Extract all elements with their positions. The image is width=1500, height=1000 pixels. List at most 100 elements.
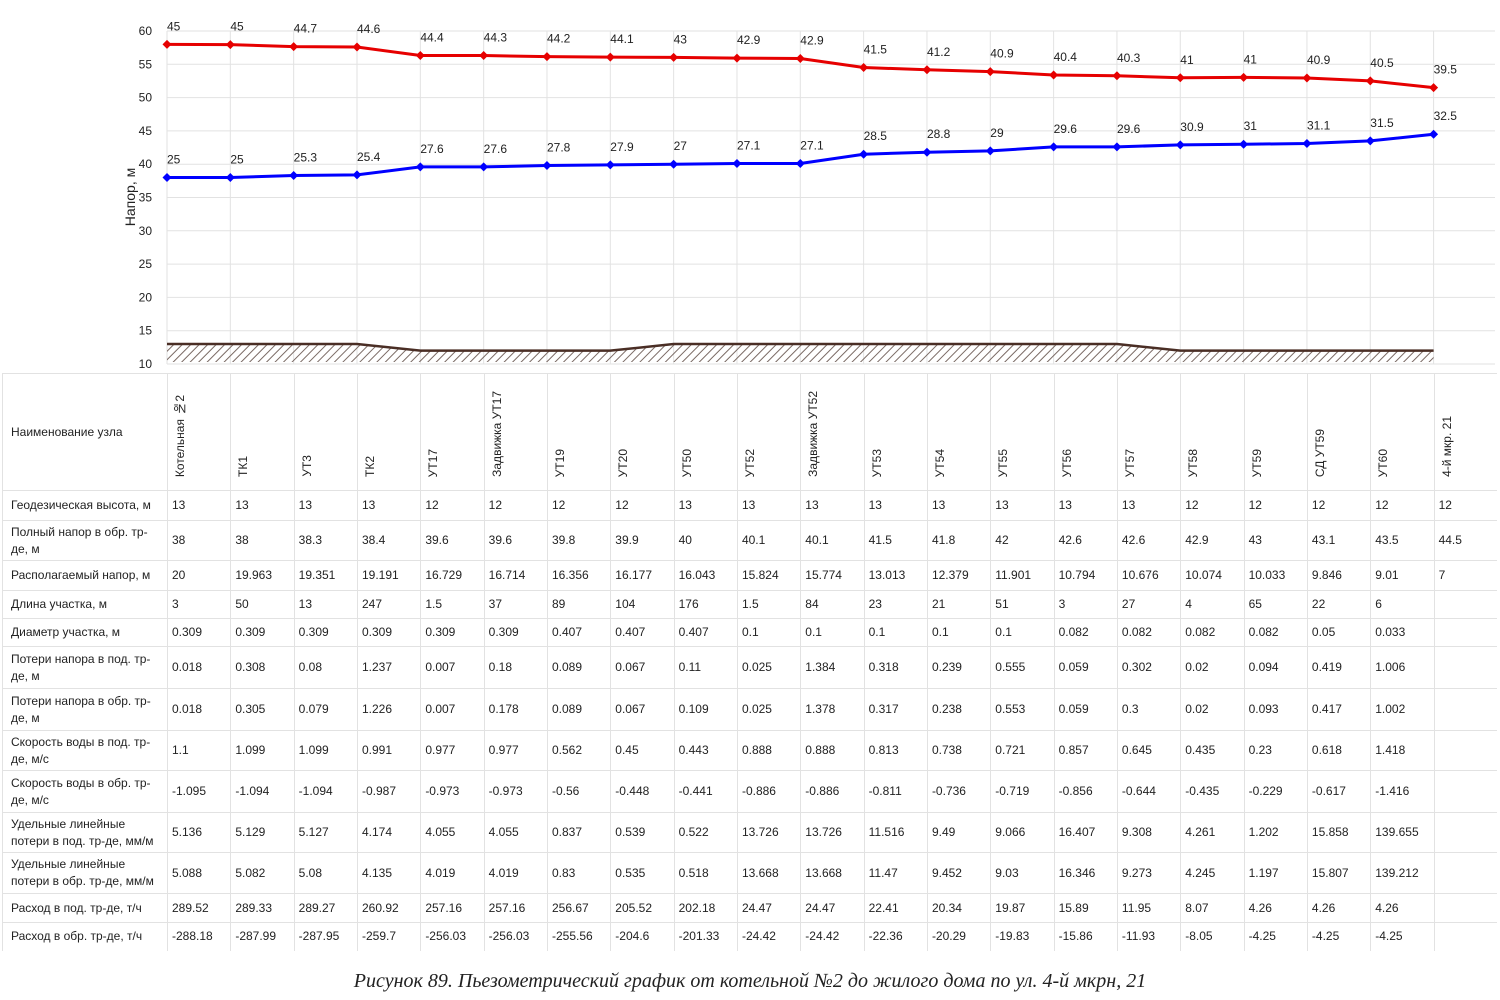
empty-cell — [1433, 646, 1498, 689]
point — [795, 159, 805, 169]
cell: 0.721 — [990, 730, 1055, 771]
cell: 39.9 — [610, 520, 675, 561]
point — [922, 65, 932, 75]
y-tick-label: 55 — [139, 57, 153, 71]
row-label: Располагаемый напор, м — [2, 560, 168, 591]
cell: 13 — [926, 490, 991, 521]
cell: 20 — [166, 560, 231, 591]
point — [225, 173, 235, 183]
cell: 13.013 — [863, 560, 928, 591]
cell: 4.055 — [420, 812, 485, 853]
cell: 5.127 — [293, 812, 358, 853]
cell: 0.305 — [230, 688, 295, 731]
cell: 5.082 — [230, 852, 295, 894]
node-name: УТ55 — [996, 448, 1011, 477]
cell: 0.082 — [1180, 618, 1245, 647]
point — [1239, 139, 1249, 149]
point — [1175, 140, 1185, 150]
table-row: Длина участка, м 3 50 13 247 1.5 37 89 104 176 1.5… — [2, 590, 1498, 619]
cell: 38.3 — [293, 520, 358, 561]
y-tick-label: 35 — [139, 191, 153, 205]
point-label: 44.2 — [547, 32, 571, 46]
cell: 0.977 — [483, 730, 548, 771]
node-name-cell: УТ57 — [1116, 373, 1181, 491]
node-name-cell: СД УТ59 — [1306, 373, 1371, 491]
cell: 43.5 — [1370, 520, 1435, 561]
node-name-cell: УТ58 — [1180, 373, 1245, 491]
node-name: Котельная №2 — [173, 394, 187, 477]
cell: 9.49 — [926, 812, 991, 853]
node-name: УТ60 — [1376, 448, 1391, 477]
point — [1175, 73, 1185, 83]
cell: 0.522 — [673, 812, 738, 853]
cell: 27 — [1116, 590, 1181, 619]
y-tick-label: 10 — [139, 357, 153, 371]
cell: 0.059 — [1053, 646, 1118, 689]
cell: 12 — [1306, 490, 1371, 521]
node-name: УТ58 — [1186, 448, 1201, 477]
cell: 4.26 — [1370, 893, 1435, 923]
cell: 43.1 — [1306, 520, 1371, 561]
point — [225, 40, 235, 50]
cell: 13 — [293, 590, 358, 619]
point — [1429, 129, 1439, 139]
cell: -0.973 — [420, 770, 485, 813]
cell: 38 — [166, 520, 231, 561]
y-tick-label: 50 — [139, 91, 153, 105]
table-row: Расход в обр. тр-де, т/ч -288.18 -287.99 -2… — [2, 922, 1498, 951]
point — [1049, 70, 1059, 80]
cell: 40.1 — [800, 520, 865, 561]
cell: 289.33 — [230, 893, 295, 923]
node-name-cell: Задвижка УТ17 — [483, 373, 548, 491]
cell: 0.539 — [610, 812, 675, 853]
empty-cell — [1433, 922, 1498, 951]
table-row: Потери напора в под. тр-де, м 0.018 0.308 0… — [2, 646, 1498, 689]
cell: 0.082 — [1243, 618, 1308, 647]
cell: 1.237 — [356, 646, 421, 689]
cell: 0.089 — [546, 688, 611, 731]
cell: -0.719 — [990, 770, 1055, 813]
cell: -0.644 — [1116, 770, 1181, 813]
node-name: Задвижка УТ17 — [489, 391, 504, 477]
cell: 41.5 — [863, 520, 928, 561]
point-label: 44.3 — [484, 31, 508, 45]
cell: -0.56 — [546, 770, 611, 813]
node-name: УТ52 — [742, 448, 757, 477]
cell: 5.088 — [166, 852, 231, 894]
row-label: Геодезическая высота, м — [2, 490, 168, 521]
point — [1302, 139, 1312, 149]
cell: 12 — [1433, 490, 1498, 521]
cell: 13 — [1053, 490, 1118, 521]
cell: 0.518 — [673, 852, 738, 894]
cell: 10.074 — [1180, 560, 1245, 591]
cell: 0.079 — [293, 688, 358, 731]
table-row: Геодезическая высота, м 13 13 13 13 12 12 12 12 1… — [2, 490, 1498, 521]
header-row: Наименование узла Котельная №2 ТК1 УТ3 ТК2 УТ… — [2, 373, 1498, 491]
cell: 12 — [1243, 490, 1308, 521]
cell: 11.95 — [1116, 893, 1181, 923]
cell: 19.963 — [230, 560, 295, 591]
table-row: Полный напор в обр. тр-де, м 38 38 38.3 38.4… — [2, 520, 1498, 561]
cell: 1.1 — [166, 730, 231, 771]
ground-line — [167, 342, 1434, 352]
cell: 15.774 — [800, 560, 865, 591]
cell: 0.309 — [293, 618, 358, 647]
cell: 0.407 — [610, 618, 675, 647]
cell: -0.886 — [736, 770, 801, 813]
point-label: 41.5 — [864, 43, 888, 57]
cell: 247 — [356, 590, 421, 619]
cell: 16.729 — [420, 560, 485, 591]
cell: 12 — [420, 490, 485, 521]
cell: 0.1 — [863, 618, 928, 647]
y-tick-label: 30 — [139, 224, 153, 238]
cell: 4.135 — [356, 852, 421, 894]
node-name-cell: УТ53 — [863, 373, 928, 491]
cell: 0.007 — [420, 646, 485, 689]
cell: 1.384 — [800, 646, 865, 689]
cell: 0.535 — [610, 852, 675, 894]
empty-cell — [1433, 590, 1498, 619]
y-axis-label: Напор, м — [122, 168, 138, 226]
cell: 16.177 — [610, 560, 675, 591]
cell: -255.56 — [546, 922, 611, 951]
point-label: 41 — [1244, 52, 1258, 66]
